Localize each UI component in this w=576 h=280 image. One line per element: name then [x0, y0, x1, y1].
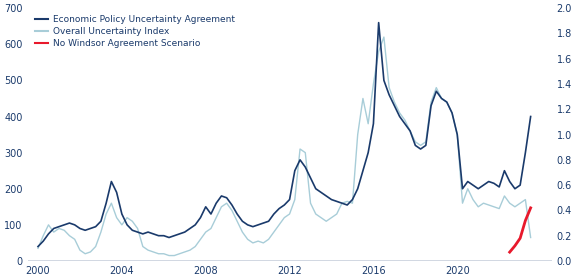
Legend: Economic Policy Uncertainty Agreement, Overall Uncertainty Index, No Windsor Agr: Economic Policy Uncertainty Agreement, O…: [32, 13, 237, 50]
